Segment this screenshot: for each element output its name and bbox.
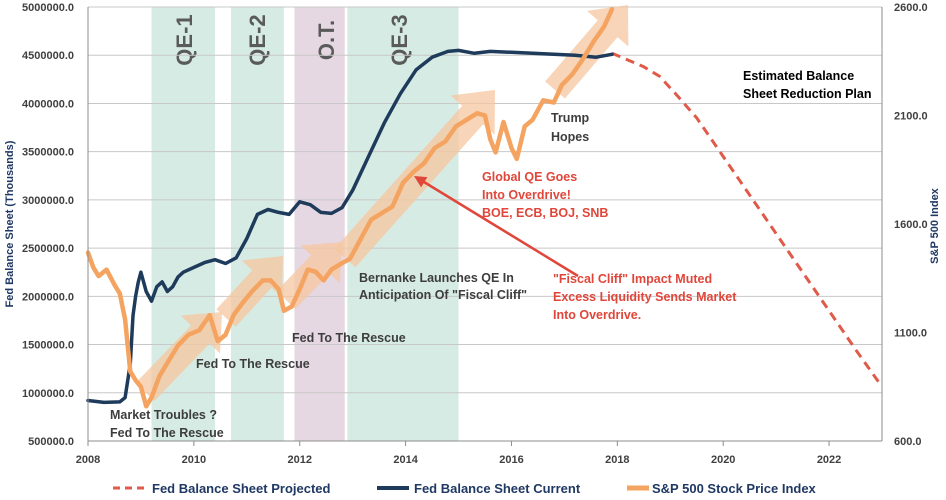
annotation-text: Fed To The Rescue — [110, 426, 224, 440]
band-label: QE-1 — [172, 14, 197, 65]
y2-tick-label: 1600.0 — [894, 219, 928, 231]
trend-arrow-ot — [276, 242, 342, 309]
annotation-text: Estimated Balance — [743, 69, 854, 83]
legend-label: Fed Balance Sheet Current — [414, 481, 581, 496]
series-sp500 — [85, 6, 615, 409]
x-tick-label: 2018 — [605, 454, 629, 466]
series-lines — [85, 6, 881, 409]
series-current — [86, 48, 614, 405]
x-tick-label: 2014 — [393, 454, 418, 466]
band-label: QE-3 — [387, 14, 412, 65]
annotation-text: Bernanke Launches QE In — [359, 271, 514, 285]
y2-tick-label: 2100.0 — [894, 111, 928, 123]
x-tick-label: 2008 — [76, 454, 100, 466]
annotation-text: Sheet Reduction Plan — [743, 87, 872, 101]
x-tick-label: 2010 — [182, 454, 206, 466]
annotation-text: "Fiscal Cliff" Impact Muted — [553, 272, 712, 286]
annotation-text: Trump — [551, 111, 590, 125]
y2-tick-label: 2600.0 — [894, 2, 928, 14]
annotation-text: Global QE Goes — [482, 170, 577, 184]
annotation-text: Anticipation Of "Fiscal Cliff" — [359, 288, 527, 302]
legend-label: S&P 500 Stock Price Index — [652, 481, 817, 496]
band-label: QE-2 — [245, 14, 270, 65]
y-tick-label: 3500000.0 — [22, 147, 74, 159]
x-tick-label: 2022 — [817, 454, 841, 466]
y-tick-label: 5000000.0 — [22, 2, 74, 14]
y-axis-title: Fed Balance Sheet (Thousands) — [4, 140, 16, 307]
pointer-arrow-line — [423, 180, 579, 278]
y2-tick-label: 1100.0 — [894, 328, 927, 340]
annotation-text: Market Troubles ? — [110, 408, 217, 422]
y-tick-label: 1000000.0 — [22, 388, 74, 400]
band-label: O.T. — [314, 20, 339, 60]
y2-tick-label: 600.0 — [894, 436, 922, 448]
annotation-text: BOE, ECB, BOJ, SNB — [482, 206, 608, 220]
y-tick-label: 4000000.0 — [22, 98, 74, 110]
annotations: Market Troubles ? Fed To The Rescue Fed To… — [110, 69, 872, 440]
axes: 500000.0 1000000.0 1500000.0 2000000.0 25000… — [4, 2, 941, 466]
annotation-text: Into Overdrive! — [482, 188, 571, 202]
x-tick-label: 2012 — [287, 454, 311, 466]
legend-label: Fed Balance Sheet Projected — [152, 481, 331, 496]
annotation-text: Into Overdrive. — [553, 308, 641, 322]
y-tick-label: 500000.0 — [28, 436, 74, 448]
y-tick-label: 1500000.0 — [22, 340, 74, 352]
trend-arrow-qe3 — [334, 90, 495, 268]
annotation-text: Hopes — [551, 130, 589, 144]
x-tick-label: 2020 — [711, 454, 735, 466]
y-tick-label: 2000000.0 — [22, 291, 74, 303]
y-tick-label: 4500000.0 — [22, 50, 74, 62]
y-tick-label: 3000000.0 — [22, 195, 74, 207]
legend: Fed Balance Sheet Projected Fed Balance S… — [113, 481, 817, 496]
series-projected — [611, 51, 881, 384]
annotation-text: Excess Liquidity Sends Market — [553, 290, 737, 304]
annotation-text: Fed To The Rescue — [196, 357, 310, 371]
annotation-text: Fed To The Rescue — [292, 331, 406, 345]
pointer-arrow-head — [414, 176, 428, 188]
y2-axis-title: S&P 500 Index — [929, 187, 941, 263]
x-tick-label: 2016 — [499, 454, 523, 466]
y-tick-label: 2500000.0 — [22, 243, 74, 255]
band-qe-2 — [230, 7, 284, 441]
band-ot — [294, 7, 345, 441]
policy-bands: QE-1 QE-2 O.T. QE-3 — [151, 7, 459, 441]
